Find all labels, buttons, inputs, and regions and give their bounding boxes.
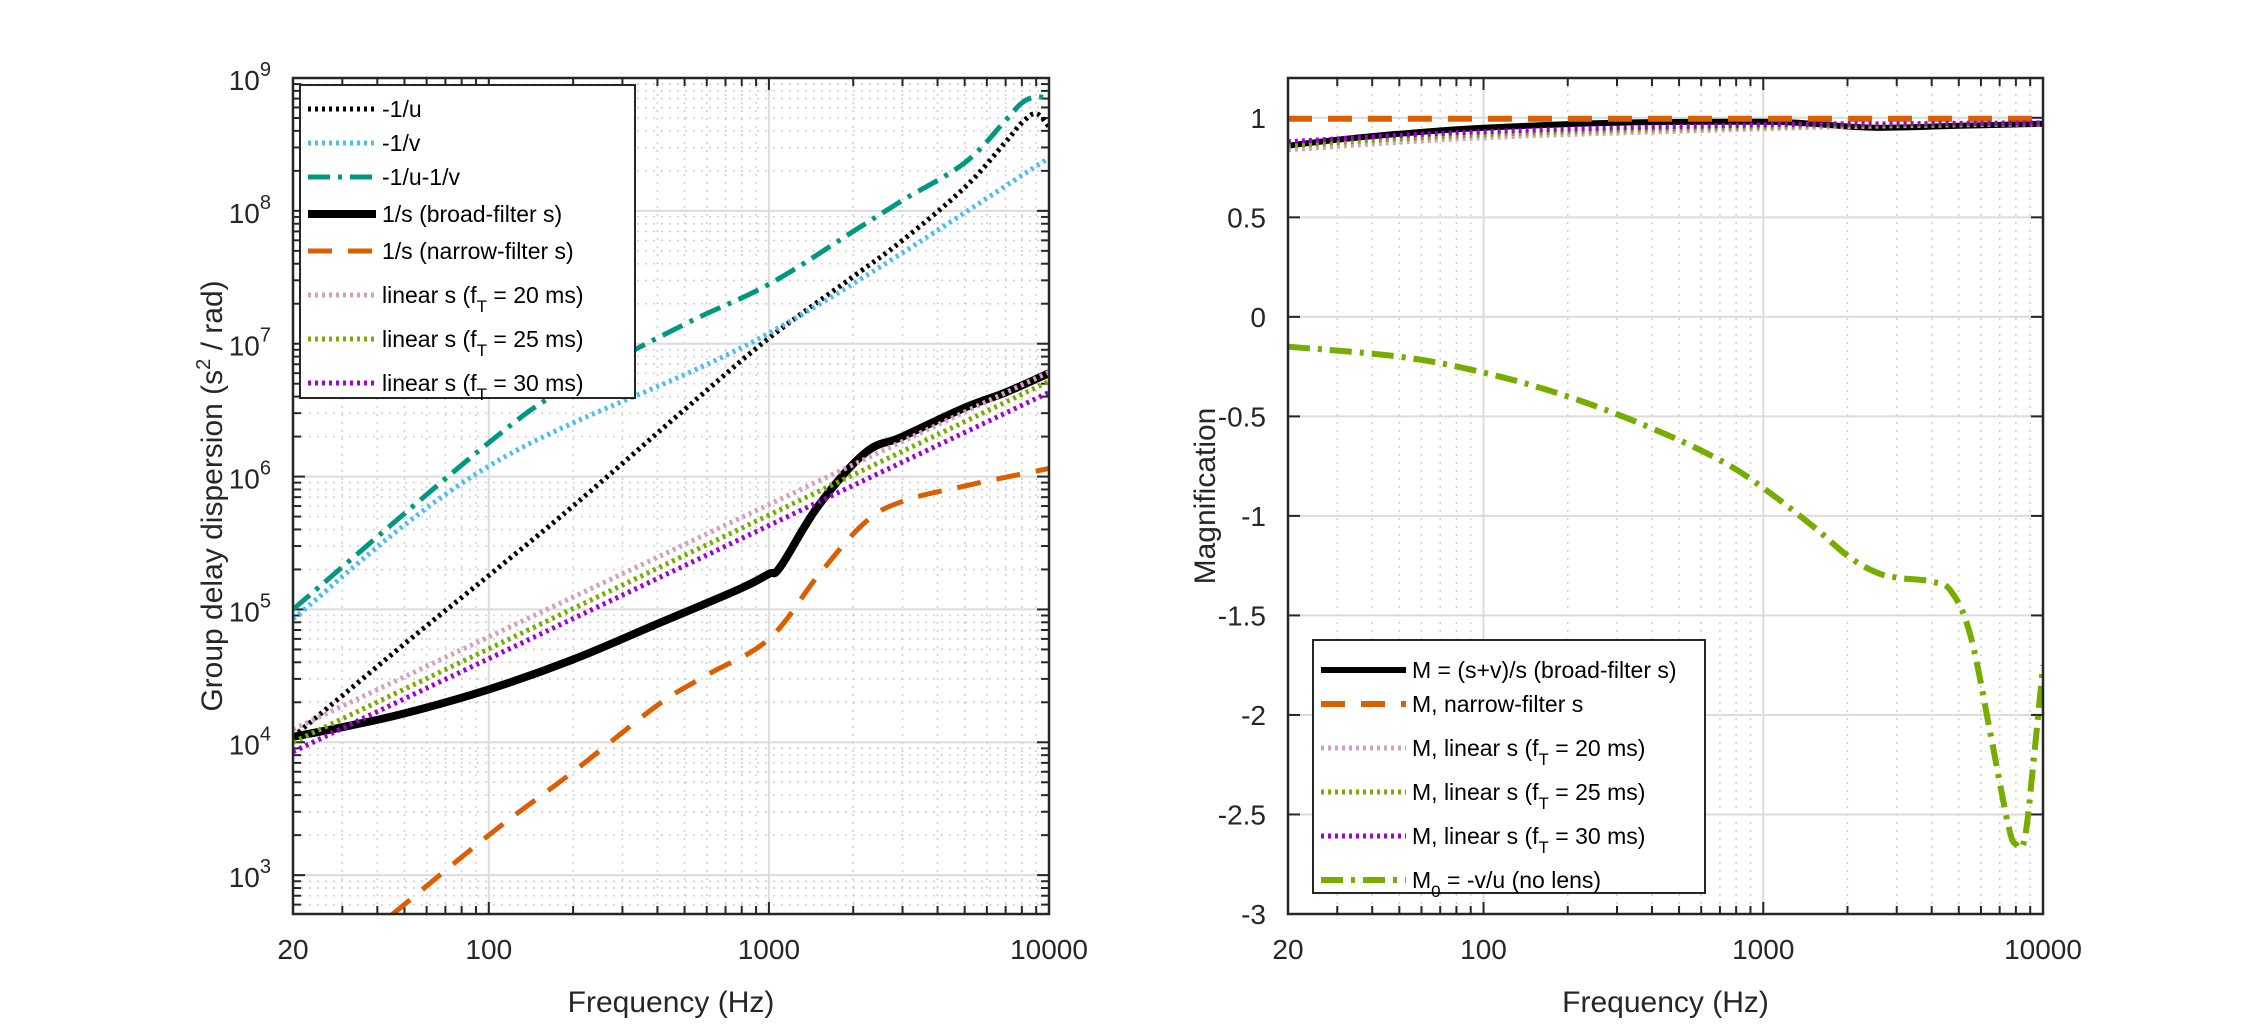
series-line-1-s-broad-filter-s- [293,369,1049,741]
legend-label: M = (s+v)/s (broad-filter s) [1412,657,1677,683]
legend-label: M0 = -v/u (no lens) [1412,867,1601,901]
legend-label: M, linear s (fT = 30 ms) [1412,823,1645,857]
legend-item[interactable]: M, linear s (fT = 30 ms) [1321,823,1645,857]
x-tick-label: 1000 [1732,934,1794,965]
y-tick-label: -1 [1241,501,1266,532]
legend-item[interactable]: M = (s+v)/s (broad-filter s) [1321,657,1677,683]
legend-item[interactable]: M, linear s (fT = 20 ms) [1321,735,1645,769]
y-axis-label: Group delay dispersion (s2 / rad) [193,280,229,711]
y-tick-label: -1.5 [1218,600,1266,631]
legend-item[interactable]: 1/s (broad-filter s) [308,201,562,227]
x-tick-label: 1000 [738,934,800,965]
y-tick-label: 107 [229,325,271,362]
series-line-m-linear-s-ft-30-ms- [1288,120,2043,145]
legend: M = (s+v)/s (broad-filter s) M, narrow-fi… [1312,639,1706,901]
series-line--1-u [293,111,1049,739]
y-tick-label: -0.5 [1218,401,1266,432]
x-tick-label: 10000 [1010,934,1088,965]
legend-item[interactable]: -1/u [308,96,422,122]
series-group [1288,115,2043,852]
y-tick-label: 0.5 [1227,202,1266,233]
right-plot-magnification: 20 100 1000 10000 -3 -2.5 -2 -1.5 -1 -0.5 0 0.5 1 Fre… [1189,76,2082,1019]
axes-box [1286,76,2045,916]
series-line-m0-v-u-no-lens- [1288,343,2043,852]
legend-label: linear s (fT = 20 ms) [382,282,584,316]
legend-item[interactable]: linear s (fT = 20 ms) [308,282,584,316]
series-line-m-linear-s-ft-25-ms- [1288,120,2043,149]
y-tick-label: -2 [1241,700,1266,731]
y-tick-label: 103 [229,856,271,893]
x-axis-label: Frequency (Hz) [568,986,775,1019]
legend-item[interactable]: linear s (fT = 30 ms) [308,370,584,404]
legend-label: -1/v [382,130,421,156]
legend-label: M, narrow-filter s [1412,691,1583,717]
y-axis-label: Magnification [1189,408,1222,585]
series-group [293,94,1049,914]
x-tick-label: 10000 [2004,934,2082,965]
x-tick-label: 20 [1272,934,1303,965]
legend-item[interactable]: M, narrow-filter s [1321,691,1583,717]
y-tick-label: 106 [229,458,271,495]
legend-box [299,84,636,399]
legend-item[interactable]: -1/v [308,130,421,156]
legend-item[interactable]: 1/s (narrow-filter s) [308,238,574,264]
legend-item[interactable]: -1/u-1/v [308,164,460,190]
x-tick-label: 100 [465,934,512,965]
y-tick-label: 105 [229,590,271,627]
legend-label: linear s (fT = 30 ms) [382,370,584,404]
legend-label: M, linear s (fT = 20 ms) [1412,735,1645,769]
series-line-linear-s-ft-20-ms- [293,369,1049,732]
series-line--1-u-1-v [293,94,1049,612]
legend-label: 1/s (broad-filter s) [382,201,562,227]
x-tick-label: 20 [277,934,308,965]
series-line-1-s-narrow-filter-s- [390,466,1049,914]
y-tick-label: 104 [229,723,271,760]
y-tick-label: 0 [1250,302,1266,333]
left-plot-gdd: 20 100 1000 10000 103 104 105 106 107 108 109 Frequ… [193,59,1088,1019]
y-tick-label: 109 [229,59,271,96]
legend-item[interactable]: M, linear s (fT = 25 ms) [1321,779,1645,813]
y-tick-label: -3 [1241,899,1266,930]
series-line-linear-s-ft-25-ms- [293,379,1049,745]
series-line--1-v [293,155,1049,621]
series-line-linear-s-ft-30-ms- [293,390,1049,754]
legend-label: -1/u-1/v [382,164,460,190]
legend-item[interactable]: M0 = -v/u (no lens) [1321,867,1601,901]
axes-box [291,76,1051,916]
legend-label: M, linear s (fT = 25 ms) [1412,779,1645,813]
legend: -1/u-1/v-1/u-1/v1/s (broad-filter s)1/s … [299,84,636,404]
series-line-m-linear-s-ft-20-ms- [1288,121,2043,153]
x-axis-label: Frequency (Hz) [1562,986,1769,1019]
x-tick-label: 100 [1460,934,1507,965]
y-tick-label: -2.5 [1218,799,1266,830]
legend-box [1312,639,1706,894]
y-tick-label: 1 [1250,103,1266,134]
legend-label: -1/u [382,96,422,122]
legend-label: linear s (fT = 25 ms) [382,326,584,360]
y-tick-label: 108 [229,192,271,229]
legend-item[interactable]: linear s (fT = 25 ms) [308,326,584,360]
legend-label: 1/s (narrow-filter s) [382,238,574,264]
